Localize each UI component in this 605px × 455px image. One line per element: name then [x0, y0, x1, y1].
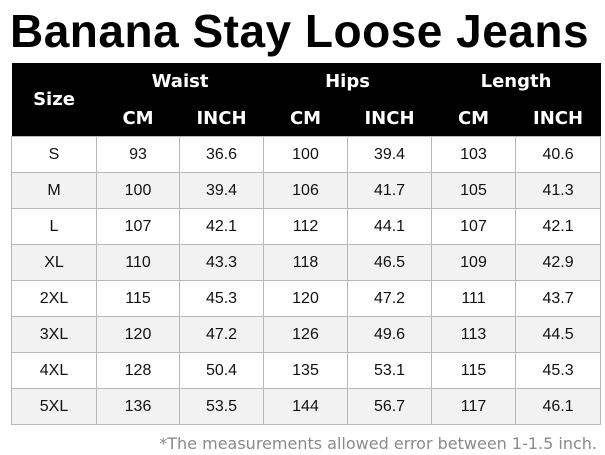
hips-inch-cell: 39.4 [347, 136, 433, 173]
hips-inch-cell: 49.6 [347, 316, 433, 353]
waist-inch-cell: 50.4 [178, 352, 265, 389]
waist-cm-cell: 120 [96, 316, 180, 353]
size-cell: XL [11, 244, 97, 281]
table-row: S 93 36.6 100 39.4 103 40.6 [11, 136, 602, 173]
waist-inch-cell: 39.4 [178, 172, 265, 209]
table-row: 5XL 136 53.5 144 56.7 117 46.1 [11, 388, 602, 425]
hips-cm-cell: 126 [263, 316, 349, 353]
length-cm-cell: 109 [431, 244, 517, 281]
hips-cm-cell: 106 [263, 172, 349, 209]
hips-cm-cell: 135 [263, 352, 349, 389]
size-chart-table: Size Waist Hips Length CM INCH CM INCH C… [11, 63, 602, 425]
length-cm-cell: 111 [431, 280, 517, 317]
hips-cm-cell: 144 [263, 388, 349, 425]
size-cell: 4XL [11, 352, 97, 389]
measurement-note: *The measurements allowed error between … [159, 434, 597, 453]
unit-header: INCH [515, 100, 601, 137]
hips-inch-cell: 44.1 [347, 208, 433, 245]
size-cell: 5XL [11, 388, 97, 425]
waist-inch-cell: 53.5 [178, 388, 265, 425]
hips-group-header: Hips [263, 63, 432, 100]
length-cm-cell: 107 [431, 208, 517, 245]
table-row: 3XL 120 47.2 126 49.6 113 44.5 [11, 316, 602, 353]
unit-header: CM [431, 100, 516, 137]
hips-cm-cell: 118 [263, 244, 349, 281]
hips-inch-cell: 41.7 [347, 172, 433, 209]
length-cm-cell: 113 [431, 316, 517, 353]
size-rows: S 93 36.6 100 39.4 103 40.6 M 100 39.4 106 41.7 105 4… [11, 136, 602, 425]
length-inch-cell: 43.7 [515, 280, 602, 317]
length-inch-cell: 42.9 [515, 244, 602, 281]
length-cm-cell: 103 [431, 136, 517, 173]
waist-cm-cell: 110 [96, 244, 180, 281]
unit-header: CM [263, 100, 348, 137]
length-cm-cell: 115 [431, 352, 517, 389]
table-row: XL 110 43.3 118 46.5 109 42.9 [11, 244, 602, 281]
waist-cm-cell: 115 [96, 280, 180, 317]
hips-inch-cell: 47.2 [347, 280, 433, 317]
hips-inch-cell: 53.1 [347, 352, 433, 389]
waist-cm-cell: 93 [96, 136, 180, 173]
length-inch-cell: 45.3 [515, 352, 602, 389]
waist-inch-cell: 45.3 [178, 280, 265, 317]
length-inch-cell: 44.5 [515, 316, 602, 353]
length-inch-cell: 41.3 [515, 172, 602, 209]
length-inch-cell: 46.1 [515, 388, 602, 425]
header-unit-row: CM INCH CM INCH CM INCH [12, 100, 601, 137]
header-group-row: Size Waist Hips Length [11, 63, 601, 137]
hips-inch-cell: 56.7 [347, 388, 433, 425]
length-group-header: Length [431, 63, 601, 100]
unit-header: INCH [347, 100, 432, 137]
unit-header: CM [96, 100, 180, 137]
hips-cm-cell: 100 [263, 136, 349, 173]
waist-inch-cell: 36.6 [178, 136, 265, 173]
table-row: 2XL 115 45.3 120 47.2 111 43.7 [11, 280, 602, 317]
size-cell: 3XL [11, 316, 97, 353]
hips-inch-cell: 46.5 [347, 244, 433, 281]
waist-inch-cell: 47.2 [178, 316, 265, 353]
table-row: M 100 39.4 106 41.7 105 41.3 [11, 172, 602, 209]
page-title: Banana Stay Loose Jeans [10, 5, 590, 57]
length-cm-cell: 117 [431, 388, 517, 425]
waist-cm-cell: 128 [96, 352, 180, 389]
waist-cm-cell: 107 [96, 208, 180, 245]
hips-cm-cell: 112 [263, 208, 349, 245]
waist-inch-cell: 42.1 [178, 208, 265, 245]
unit-header: INCH [179, 100, 264, 137]
length-inch-cell: 42.1 [515, 208, 602, 245]
table-row: 4XL 128 50.4 135 53.1 115 45.3 [11, 352, 602, 389]
waist-cm-cell: 136 [96, 388, 180, 425]
length-inch-cell: 40.6 [515, 136, 602, 173]
table-row: L 107 42.1 112 44.1 107 42.1 [11, 208, 602, 245]
waist-inch-cell: 43.3 [178, 244, 265, 281]
size-cell: 2XL [11, 280, 97, 317]
size-cell: S [11, 136, 97, 173]
size-cell: M [11, 172, 97, 209]
length-cm-cell: 105 [431, 172, 517, 209]
waist-group-header: Waist [96, 63, 264, 100]
waist-cm-cell: 100 [96, 172, 180, 209]
size-column-header: Size [11, 63, 97, 137]
size-cell: L [11, 208, 97, 245]
hips-cm-cell: 120 [263, 280, 349, 317]
